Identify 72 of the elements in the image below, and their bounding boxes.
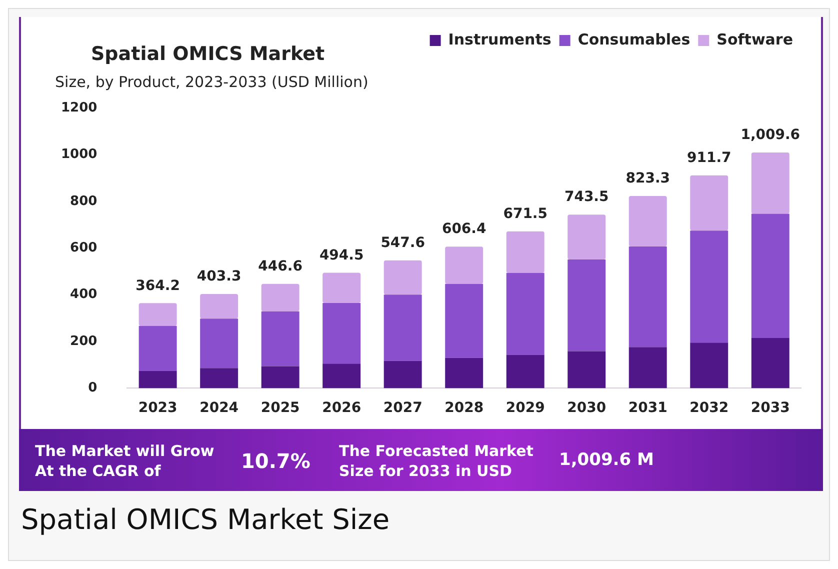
- y-tick-label: 1000: [60, 147, 98, 162]
- bar: [568, 351, 606, 388]
- total-label: 547.6: [380, 234, 425, 251]
- legend-label: Consumables: [578, 30, 690, 48]
- x-tick-label: 2028: [444, 400, 484, 416]
- text: 10.7%: [241, 449, 310, 473]
- x-tick-label: 2025: [260, 400, 300, 416]
- bar: [751, 338, 790, 388]
- bar: [384, 360, 422, 388]
- bar: [322, 302, 361, 364]
- bar: [261, 366, 300, 388]
- bar: [506, 272, 544, 355]
- total-label: 403.3: [196, 268, 242, 285]
- total-label: 1,009.6: [740, 127, 800, 144]
- total-label: 743.5: [564, 189, 609, 206]
- y-tick-label: 600: [70, 240, 98, 256]
- bar: [690, 342, 728, 388]
- bar: [690, 230, 728, 343]
- bar: [138, 303, 177, 326]
- text: 1,009.6 M: [559, 450, 654, 470]
- bar: [200, 294, 238, 319]
- bar: [138, 370, 177, 388]
- bar: [568, 260, 606, 352]
- bar: [628, 246, 667, 348]
- total-label: 911.7: [686, 150, 732, 166]
- bar: [200, 368, 238, 388]
- y-tick-label: 1200: [60, 100, 98, 116]
- chart-title: Spatial OMICS Market: [91, 43, 325, 65]
- bar: [322, 364, 361, 388]
- text: Spatial OMICS Market Size: [21, 503, 390, 536]
- total-label: 671.5: [503, 206, 548, 222]
- bar: [261, 284, 300, 312]
- x-tick-label: 2023: [138, 400, 178, 416]
- x-tick-label: 2033: [750, 400, 790, 416]
- x-tick-label: 2026: [322, 400, 362, 416]
- bar: [138, 326, 177, 371]
- total-label: 446.6: [258, 258, 302, 275]
- bar: [628, 347, 667, 388]
- bar: [628, 196, 667, 246]
- x-tick-label: 2024: [200, 400, 239, 416]
- bar: [261, 311, 300, 366]
- x-tick-label: 2029: [506, 400, 545, 416]
- x-tick-label: 2031: [628, 400, 668, 416]
- bar: [751, 152, 790, 214]
- y-tick-label: 400: [70, 287, 98, 302]
- bar: [322, 272, 361, 303]
- total-label: 823.3: [626, 170, 670, 187]
- bar: [445, 284, 484, 358]
- bar: [506, 354, 544, 388]
- bar: [384, 294, 422, 361]
- total-label: 494.5: [319, 247, 364, 264]
- y-tick-label: 200: [70, 334, 98, 349]
- bar: [751, 214, 790, 338]
- chart-subtitle: Size, by Product, 2023-2033 (USD Million): [55, 73, 368, 91]
- legend-label: Instruments: [448, 30, 552, 48]
- legend-label: Software: [716, 30, 794, 48]
- total-label: 364.2: [136, 278, 180, 294]
- bar: [506, 231, 544, 273]
- text: The Forecasted Market Size for 2033 in USD: [339, 441, 534, 481]
- bar: [384, 260, 422, 295]
- bar: [445, 246, 484, 284]
- y-tick-label: 0: [88, 380, 98, 396]
- x-tick-label: 2032: [690, 400, 729, 416]
- bar: [690, 175, 728, 231]
- bar: [445, 358, 484, 388]
- y-tick-label: 800: [70, 194, 98, 209]
- x-tick-label: 2027: [383, 400, 422, 416]
- bar: [568, 214, 606, 260]
- total-label: 606.4: [442, 221, 486, 238]
- text: The Market will Grow At the CAGR of: [35, 441, 216, 481]
- x-tick-label: 2030: [567, 400, 606, 416]
- bar: [200, 318, 238, 368]
